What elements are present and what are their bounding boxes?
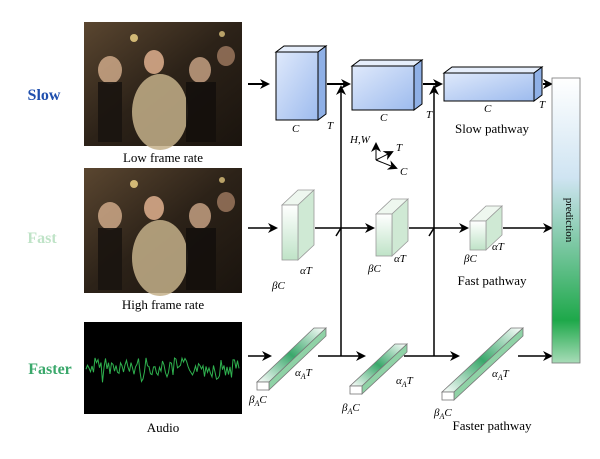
faster-dim-aat-1: αAT: [295, 367, 313, 381]
slow-dim-c-1: C: [292, 123, 300, 135]
svg-text:βAC: βAC: [433, 407, 452, 421]
fast-dim-bc-2: βC: [367, 263, 381, 275]
faster-dim-aat-3: αAT: [492, 368, 510, 382]
fast-dim-at-2: αT: [394, 253, 407, 265]
caption-low-frame-rate: Low frame rate: [123, 150, 203, 165]
faster-dim-bac-3: βAC: [433, 407, 452, 421]
caption-audio: Audio: [147, 420, 180, 435]
slow-dim-c-2: C: [380, 112, 388, 124]
audio-waveform: [85, 356, 240, 383]
fast-block-2: [374, 198, 410, 257]
axis-label-t: T: [396, 142, 403, 154]
faster-block-3: [440, 327, 525, 401]
svg-text:αAT: αAT: [295, 367, 313, 381]
lateral-tick-fast-1: [335, 227, 342, 237]
fast-dim-bc-3: βC: [463, 253, 477, 265]
faster-dim-bac-2: βAC: [341, 402, 360, 416]
svg-text:βAC: βAC: [248, 394, 267, 408]
slow-block-3: [442, 66, 544, 102]
slow-dim-t-2: T: [426, 109, 433, 121]
slow-dim-c-3: C: [484, 103, 492, 115]
slow-dim-t-1: T: [327, 120, 334, 132]
audio-input-image: [84, 322, 242, 414]
axis-label-c: C: [400, 166, 408, 178]
row-label-slow: Slow: [28, 87, 61, 104]
faster-pathway-label: Faster pathway: [452, 418, 532, 433]
fast-dim-at-3: αT: [492, 241, 505, 253]
fast-block-1: [280, 189, 316, 261]
fast-dim-at-1: αT: [300, 265, 313, 277]
lateral-tick-fast-2: [428, 227, 435, 237]
slow-block-1: [274, 45, 328, 121]
row-label-faster: Faster: [28, 361, 72, 378]
svg-text:αAT: αAT: [396, 375, 414, 389]
prediction-bar: [551, 77, 581, 364]
caption-high-frame-rate: High frame rate: [122, 297, 205, 312]
fast-dim-bc-1: βC: [271, 280, 285, 292]
prediction-label: prediction: [563, 198, 575, 243]
row-label-fast: Fast: [27, 230, 57, 247]
svg-text:αAT: αAT: [492, 368, 510, 382]
fast-pathway-label: Fast pathway: [458, 273, 527, 288]
slow-input-image: [84, 22, 242, 150]
faster-block-2: [348, 343, 409, 395]
slow-dim-t-3: T: [539, 99, 546, 111]
fast-block-3: [468, 205, 504, 251]
slow-pathway-label: Slow pathway: [455, 121, 530, 136]
axis-label-hw: H,W: [349, 134, 371, 146]
axes-indicator: [371, 142, 398, 170]
faster-dim-bac-1: βAC: [248, 394, 267, 408]
fast-input-image: [84, 168, 242, 296]
faster-dim-aat-2: αAT: [396, 375, 414, 389]
slow-block-2: [350, 59, 424, 111]
faster-block-1: [255, 327, 328, 391]
svg-text:βAC: βAC: [341, 402, 360, 416]
